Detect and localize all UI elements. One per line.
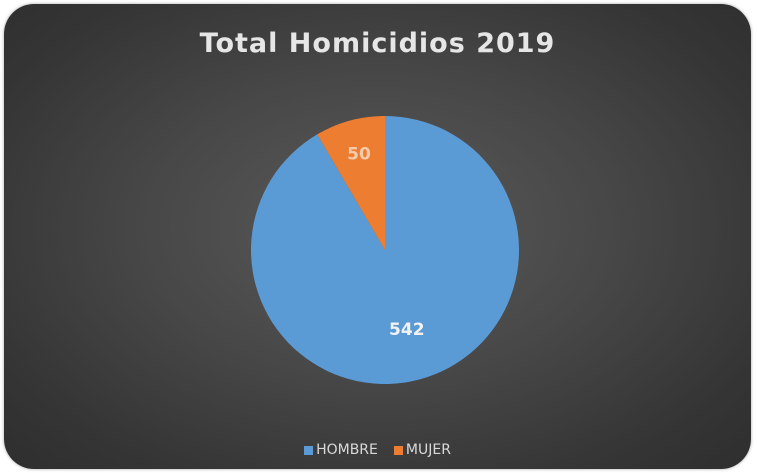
legend-swatch-mujer — [393, 445, 403, 455]
data-label-hombre: 542 — [389, 320, 425, 340]
slice-mujer — [317, 116, 385, 250]
legend-swatch-hombre — [304, 445, 314, 455]
legend: HOMBRE MUJER — [4, 442, 751, 458]
legend-label-hombre: HOMBRE — [316, 442, 378, 458]
legend-item-mujer: MUJER — [393, 442, 451, 458]
data-label-mujer: 50 — [347, 144, 371, 164]
pie-chart: 542 50 — [251, 116, 519, 384]
chart-title: Total Homicidios 2019 — [199, 28, 556, 59]
legend-label-mujer: MUJER — [405, 442, 451, 458]
chart-card: Total Homicidios 2019 542 50 HOMBRE MUJER — [4, 4, 751, 469]
legend-item-hombre: HOMBRE — [304, 442, 378, 458]
